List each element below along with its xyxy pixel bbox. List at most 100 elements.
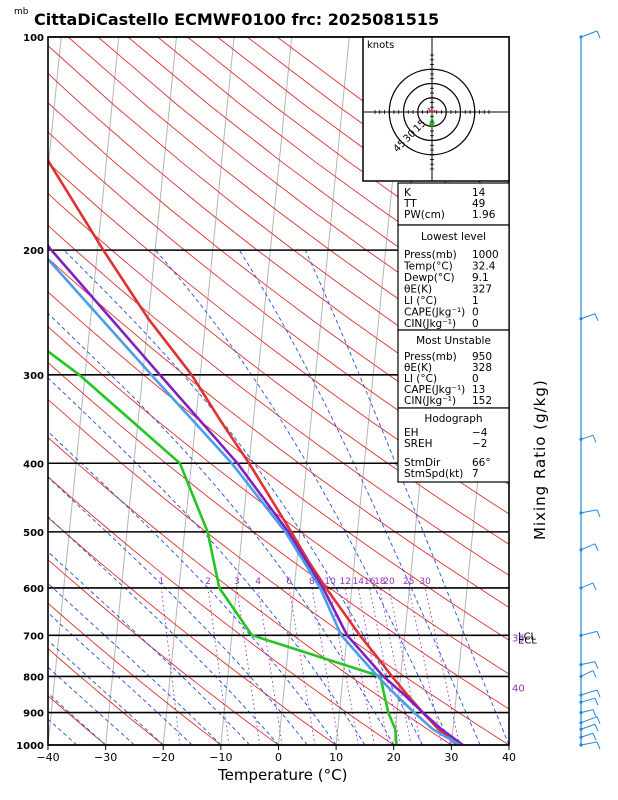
dry-adiabat	[48, 436, 452, 745]
level-label: 40	[512, 684, 525, 695]
dry-adiabat	[48, 602, 222, 745]
panel-value: 327	[472, 284, 492, 296]
panel-hodograph	[397, 407, 510, 483]
wind-barb	[580, 661, 596, 666]
wind-barb	[580, 630, 598, 636]
profile-line-0	[48, 157, 458, 745]
wind-barb-flag	[596, 631, 601, 639]
wind-barb-dot	[579, 663, 583, 667]
panel-value: 152	[472, 395, 492, 407]
panel-value: 9.1	[472, 272, 489, 284]
pressure-tick-label: 900	[23, 709, 44, 720]
moist-adiabat	[48, 639, 164, 745]
wind-barb	[580, 697, 596, 703]
right-axis-label: Mixing Ratio (g/kg)	[531, 379, 549, 540]
dry-adiabat	[48, 192, 509, 545]
wind-barb-dot	[579, 700, 583, 704]
x-tick-label: 20	[387, 751, 401, 764]
panel-label: K	[404, 187, 412, 199]
pressure-tick-label: 500	[23, 528, 44, 539]
panel-value: 1	[472, 295, 479, 307]
mixing-ratio-label: 25	[403, 577, 414, 587]
moist-adiabat	[48, 377, 366, 745]
x-tick-label: −10	[209, 751, 232, 764]
panel-label: CAPE(Jkg⁻¹)	[404, 307, 465, 319]
panel-label: Press(mb)	[404, 249, 457, 261]
wind-barb-flag	[592, 435, 597, 443]
x-tick-label: −40	[36, 751, 59, 764]
wind-barb-flag	[592, 582, 597, 591]
pressure-unit: mb	[14, 7, 29, 17]
panel-label: StmDir	[404, 457, 441, 469]
wind-barb	[580, 582, 594, 589]
mixing-ratio-label: 1	[159, 577, 165, 587]
panel-value: 1.96	[472, 209, 496, 221]
mixing-ratio-line	[257, 587, 283, 745]
panel-value: 7	[472, 468, 479, 480]
panel-value: 1000	[472, 249, 499, 261]
wind-barb-flag	[594, 661, 599, 669]
wind-barb-flag	[596, 509, 601, 518]
dry-adiabat	[48, 648, 164, 745]
x-tick-label: 0	[275, 751, 282, 764]
wind-barb	[580, 689, 598, 696]
panel-label: LI (°C)	[404, 295, 437, 307]
chart-title: CittaDiCastello ECMWF0100 frc: 202508151…	[34, 10, 439, 29]
panel-unstable	[397, 329, 510, 409]
moist-adiabat	[48, 582, 222, 745]
panel-label: PW(cm)	[404, 209, 445, 221]
wind-barb-flag	[592, 670, 597, 678]
panel-value: −2	[472, 438, 487, 450]
wind-barb	[580, 30, 598, 38]
dry-adiabat	[48, 45, 509, 401]
dry-adiabat	[48, 559, 279, 745]
pressure-tick-label: 800	[23, 672, 44, 683]
wind-barb	[580, 313, 596, 320]
dry-adiabat	[48, 162, 509, 515]
wind-barb	[580, 709, 594, 714]
wind-barb-flag	[596, 741, 601, 750]
panel-label: θE(K)	[404, 362, 432, 374]
panel-value: 49	[472, 198, 485, 210]
panel-header: Lowest level	[421, 231, 486, 243]
wind-barb-dot	[579, 693, 583, 697]
moist-adiabat	[48, 666, 135, 745]
level-label: 35	[512, 634, 525, 645]
wind-barb-flag	[594, 697, 599, 706]
level-label: LCL	[518, 631, 537, 642]
wind-barb	[580, 716, 598, 724]
panel-label: LI (°C)	[404, 373, 437, 385]
panel-header: Hodograph	[424, 413, 482, 425]
isotherm	[105, 37, 177, 745]
dry-adiabat	[48, 695, 106, 745]
dry-adiabat	[48, 291, 509, 641]
panel-value: −4	[472, 427, 488, 439]
isotherm	[278, 37, 350, 745]
mixing-ratio-line	[207, 587, 230, 745]
wind-barb-flag	[596, 716, 601, 724]
wind-barb-flag	[596, 30, 601, 39]
moist-adiabat	[48, 744, 49, 745]
hodograph-trace	[427, 107, 436, 115]
panel-value: 0	[472, 307, 479, 319]
hodograph-trace	[429, 117, 435, 128]
mixing-ratio-label: 8	[309, 577, 315, 587]
dry-adiabat	[48, 398, 509, 745]
panel-label: Dewp(°C)	[404, 272, 455, 284]
dry-adiabat	[48, 72, 509, 429]
panel-label: CAPE(Jkg⁻¹)	[404, 384, 465, 396]
wind-barb-dot	[579, 711, 583, 715]
panel-label: θE(K)	[404, 284, 432, 296]
isotherm	[162, 37, 235, 745]
x-tick-label: −30	[94, 751, 117, 764]
mixing-ratio-label: 3	[234, 577, 240, 587]
isotherm	[220, 37, 293, 745]
mixing-ratio-label: 12	[339, 577, 350, 587]
x-tick-label: 30	[444, 751, 458, 764]
wind-barb	[580, 723, 596, 730]
panel-value: 950	[472, 351, 492, 363]
x-tick-label: −20	[152, 751, 175, 764]
pressure-tick-label: 700	[23, 631, 44, 642]
isotherm	[0, 37, 4, 745]
